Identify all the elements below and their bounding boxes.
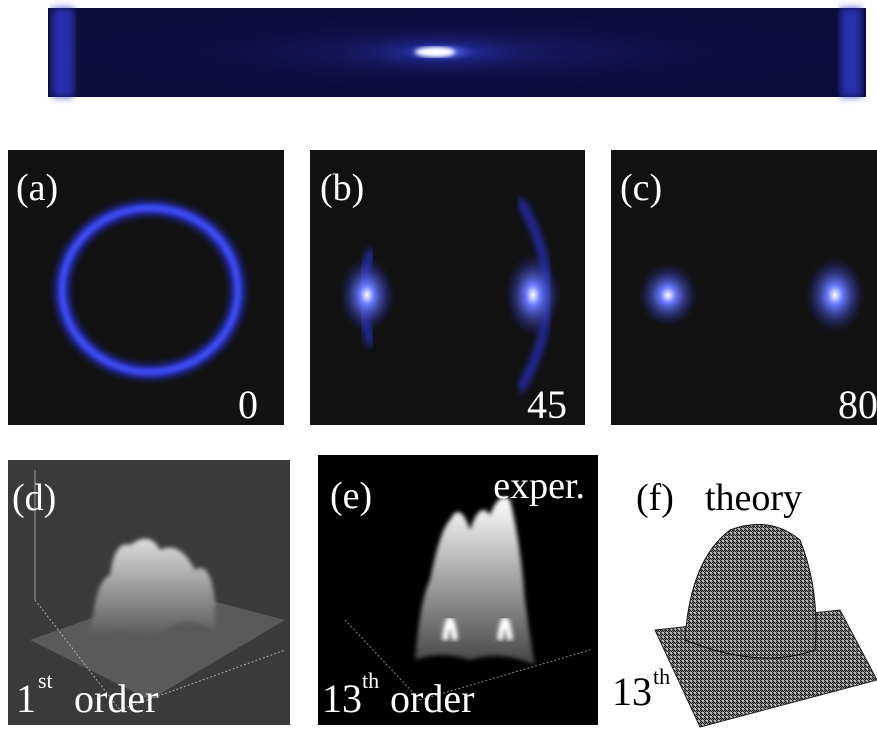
- panel-e: (e) exper. 13 th order: [318, 455, 598, 725]
- panel-f: (f) theory 13 th: [612, 477, 877, 727]
- panel-label: (e): [330, 475, 372, 517]
- order-word: order: [390, 676, 474, 721]
- order-suffix: th: [362, 668, 379, 693]
- order-number: 13: [322, 676, 362, 721]
- panel-a: (a) 0: [8, 150, 284, 427]
- order-number: 1: [16, 676, 36, 721]
- order-word: order: [74, 676, 158, 721]
- panel-label: (a): [16, 167, 58, 209]
- angle-label: 45: [527, 382, 567, 427]
- panel-label: (b): [320, 167, 364, 209]
- figure: (a) 0 (b) 45 (c) 80 (d) 1 st order: [0, 0, 877, 729]
- angle-label: 0: [238, 382, 258, 427]
- panel-label: (f): [636, 477, 674, 519]
- angle-label: 80: [838, 382, 877, 427]
- panel-label: (d): [12, 477, 56, 519]
- panel-d: (d) 1 st order: [8, 460, 290, 725]
- panel-label: (c): [620, 167, 662, 209]
- panel-note: exper.: [493, 465, 585, 507]
- panel-b: (b) 45: [310, 150, 585, 427]
- order-suffix: th: [653, 664, 670, 689]
- panel-note: theory: [705, 477, 802, 519]
- panel-c: (c) 80: [611, 150, 877, 427]
- order-number: 13: [612, 669, 652, 714]
- strip-image: [48, 8, 866, 97]
- order-suffix: st: [38, 668, 53, 693]
